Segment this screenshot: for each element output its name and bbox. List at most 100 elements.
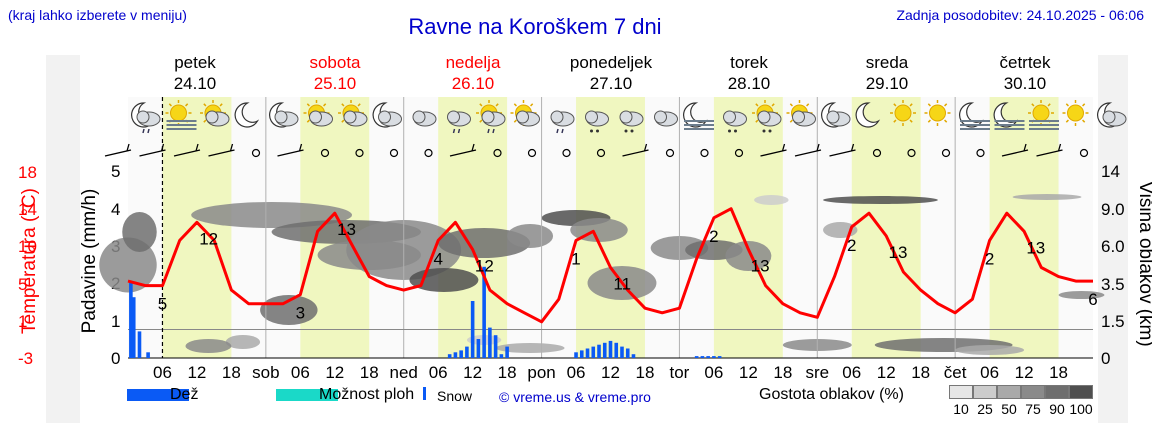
cloud-blob (507, 224, 554, 248)
sun-ray (789, 119, 793, 123)
temperature-label: 13 (337, 220, 356, 239)
x-tick-label: 12 (877, 363, 896, 382)
weather-icons-row (131, 100, 1127, 134)
rain-bar (602, 342, 607, 358)
x-tick-label: 12 (463, 363, 482, 382)
cloud-density-swatch (1021, 385, 1045, 399)
sun-ray (323, 103, 327, 107)
cloud-shape (550, 110, 564, 124)
sun-ray (1047, 103, 1051, 107)
cloud-blob (1012, 194, 1082, 200)
rain-drop (457, 128, 461, 134)
x-axis-ticks: 06 12 18 sob 06 12 18 ned 06 12 18 pon 06 12 18 tor 06 12… (153, 363, 1068, 382)
moon-fog-icon (993, 102, 1025, 130)
x-tick-label: 12 (601, 363, 620, 382)
wind-barb-icon (816, 143, 820, 152)
cloud-blob (495, 343, 565, 353)
temperature-label: 2 (847, 236, 856, 255)
sun-ray (341, 119, 345, 123)
wind-barb-icon (1036, 149, 1063, 157)
sun-cloud-icon (303, 100, 333, 127)
x-tick-label: 06 (980, 363, 999, 382)
cloud-blob (225, 335, 261, 349)
temperature-label: 12 (199, 229, 218, 248)
day-date: 28.10 (727, 74, 771, 93)
cloud-density-swatch (1069, 385, 1093, 399)
sun-shape (1032, 104, 1050, 122)
rain-bar (505, 346, 509, 358)
sun-ray (893, 103, 897, 107)
cloud-blob (725, 241, 772, 271)
sun-fog-icon (165, 100, 197, 130)
x-tick-label: 06 (704, 363, 723, 382)
cloud-blob (1058, 291, 1105, 299)
sun-ray (944, 103, 948, 107)
rain-tick: 5 (111, 162, 121, 181)
daytime-band (713, 97, 783, 358)
sun-cloud-icon (786, 100, 816, 127)
wind-barb-icon (829, 149, 856, 157)
temp-tick: 5 (18, 275, 28, 294)
day-name: nedelja (445, 53, 501, 72)
day-name: četrtek (999, 53, 1051, 72)
rain-bar (493, 335, 498, 358)
calm-wind-icon (596, 148, 606, 158)
x-tick-label: 12 (1015, 363, 1034, 382)
day-name: sobota (309, 53, 361, 72)
copyright-text: © vreme.us & vreme.pro (499, 389, 651, 405)
cloud-shape (723, 110, 736, 124)
sun-ray (479, 103, 483, 107)
calm-wind-icon (976, 148, 985, 158)
sun-ray (513, 103, 517, 107)
rain-tick: 4 (111, 200, 121, 219)
cloud-height-tick: 6.0 (1101, 237, 1125, 256)
calm-wind-icon (700, 148, 709, 158)
temp-tick: 10 (18, 237, 37, 256)
x-tick-label: ned (390, 363, 418, 382)
sun-ray (927, 119, 931, 123)
sun-ray (185, 103, 189, 107)
snow-flake (624, 129, 628, 133)
day-name: torek (730, 53, 768, 72)
x-tick-label: sob (252, 363, 279, 382)
cloud-shape (516, 110, 529, 124)
rain-drop (147, 128, 150, 134)
rain-bar (470, 301, 475, 358)
temperature-label: 5 (158, 295, 167, 314)
temperature-label: 4 (433, 249, 442, 268)
calm-wind-icon (907, 148, 916, 158)
cloud-density-label: 75 (1025, 401, 1041, 417)
cloud-density-label: 100 (1069, 401, 1093, 417)
cloud-shape (309, 110, 322, 124)
cloud-shape (619, 110, 633, 124)
rain-bar (465, 346, 469, 358)
day-date: 29.10 (865, 74, 909, 93)
day-name: petek (174, 53, 216, 72)
x-tick-label: 06 (842, 363, 861, 382)
wind-barb-icon (794, 149, 822, 157)
rain-bar (129, 282, 133, 358)
sun-ray (1065, 103, 1069, 107)
rain-bar (579, 350, 584, 358)
cloud-height-tick: 0 (1101, 349, 1111, 368)
cloud-drizzle-icon (447, 110, 471, 134)
rain-drop (561, 128, 564, 134)
sun-ray (168, 103, 172, 107)
sun-ray (893, 119, 897, 123)
sun-ray (513, 119, 517, 123)
rain-legend-label: Dež (170, 386, 199, 403)
snow-flake (630, 129, 634, 133)
sun-ray (1065, 119, 1069, 123)
day-date: 26.10 (451, 74, 495, 93)
snow-flake (768, 129, 772, 133)
wind-barb-icon (139, 149, 166, 157)
sun-cloud-icon (510, 100, 540, 127)
sleet-legend-label: Možnost ploh (319, 386, 415, 403)
day-date: 30.10 (1003, 74, 1047, 93)
calm-wind-icon (527, 148, 537, 158)
sun-shape (894, 104, 912, 122)
rain-tick: 1 (111, 312, 121, 331)
rain-bar (499, 354, 504, 358)
temperature-label: 6 (1088, 290, 1097, 309)
